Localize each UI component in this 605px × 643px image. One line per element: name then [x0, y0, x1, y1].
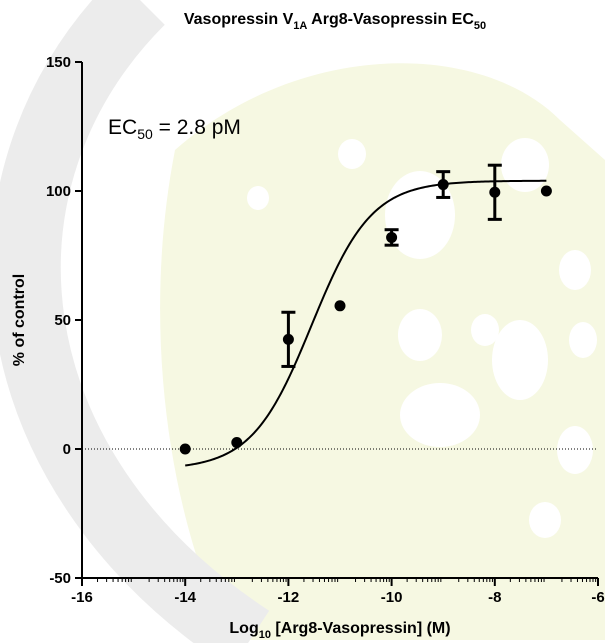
watermark-dots: [247, 49, 600, 538]
data-point: [179, 443, 191, 455]
fit-curve-group: [185, 179, 547, 467]
x-tick-label: -10: [381, 589, 403, 606]
data-point: [282, 333, 294, 345]
x-tick-label: -14: [174, 589, 196, 606]
data-point: [334, 300, 346, 312]
data-point: [489, 186, 501, 198]
watermark-arc: [0, 0, 270, 643]
chart-title: Vasopressin V1A Arg8-Vasopressin EC50: [184, 11, 486, 32]
ec50-annotation: EC50 = 2.8 pM: [108, 116, 241, 142]
data-point: [231, 437, 243, 449]
data-points: [179, 179, 552, 455]
y-tick-label: -50: [49, 570, 71, 587]
y-tick-label: 100: [46, 183, 71, 200]
y-tick-label: 0: [63, 441, 71, 458]
x-axis-label: Log10 [Arg8-Vasopressin] (M): [229, 620, 450, 641]
data-point: [437, 179, 449, 191]
y-axis-label: % of control: [11, 274, 28, 366]
data-point: [386, 231, 398, 243]
x-tick-label: -8: [488, 589, 501, 606]
x-tick-label: -6: [591, 589, 604, 606]
axis-ticks: -50 0 50 100 150 -16 -14 -12 -10 -8 -6: [46, 54, 605, 606]
x-tick-label: -16: [71, 589, 93, 606]
x-tick-label: -12: [278, 589, 300, 606]
fit-curve: [185, 179, 547, 467]
data-point: [540, 185, 552, 197]
y-tick-label: 150: [46, 54, 71, 71]
y-tick-label: 50: [54, 312, 71, 329]
